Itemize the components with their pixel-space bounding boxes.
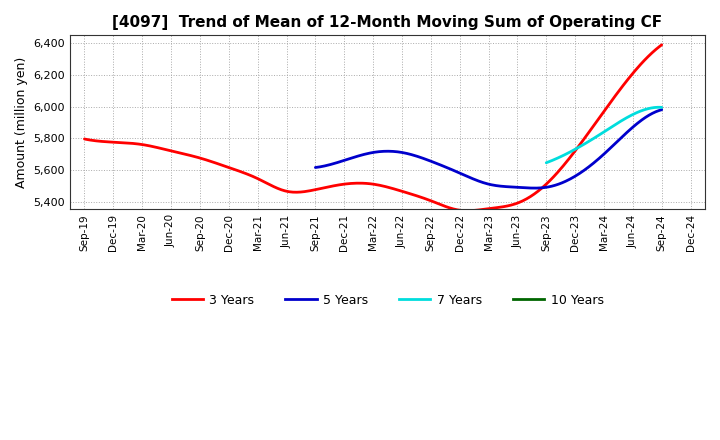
Legend: 3 Years, 5 Years, 7 Years, 10 Years: 3 Years, 5 Years, 7 Years, 10 Years	[166, 289, 608, 312]
Y-axis label: Amount (million yen): Amount (million yen)	[15, 57, 28, 188]
Title: [4097]  Trend of Mean of 12-Month Moving Sum of Operating CF: [4097] Trend of Mean of 12-Month Moving …	[112, 15, 662, 30]
